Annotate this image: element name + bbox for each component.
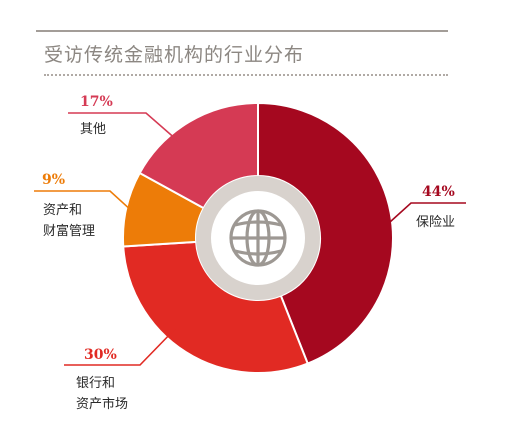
value-label-other: 17% bbox=[80, 94, 113, 110]
chart-title: 受访传统金融机构的行业分布 bbox=[44, 44, 305, 66]
category-label-asset-wealth-mgmt-line2: 财富管理 bbox=[43, 223, 95, 239]
globe-icon bbox=[229, 209, 287, 267]
value-label-insurance: 44% bbox=[422, 184, 455, 200]
leader-line-other bbox=[68, 112, 179, 142]
value-label-asset-wealth-mgmt: 9% bbox=[42, 172, 65, 188]
leader-line-banking-capital-markets bbox=[64, 328, 176, 366]
category-label-asset-wealth-mgmt-line1: 资产和 bbox=[43, 203, 82, 218]
leader-line-insurance bbox=[389, 202, 466, 223]
category-label-banking-capital-markets-line1: 银行和 bbox=[76, 376, 115, 391]
top-rule bbox=[36, 30, 448, 32]
category-label-banking-capital-markets-line2: 资产市场 bbox=[76, 396, 128, 412]
value-label-banking-capital-markets: 30% bbox=[84, 347, 117, 363]
category-label-insurance: 保险业 bbox=[416, 215, 455, 230]
leader-line-asset-wealth-mgmt bbox=[34, 190, 134, 213]
title-dotted-rule bbox=[44, 74, 448, 76]
center-group bbox=[196, 176, 320, 300]
slices-group bbox=[122, 101, 394, 374]
category-label-other: 其他 bbox=[80, 122, 106, 137]
